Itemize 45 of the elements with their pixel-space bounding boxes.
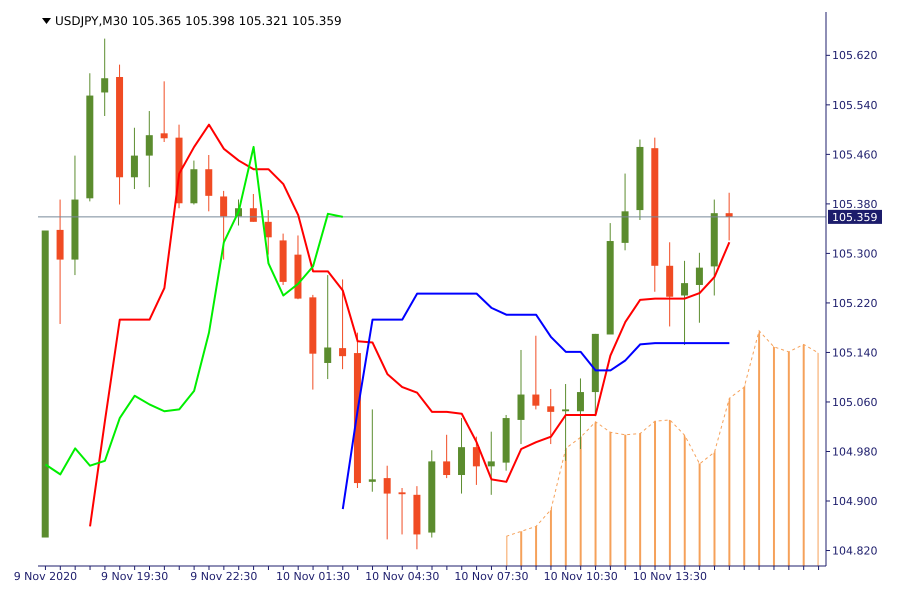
candlestick <box>368 408 376 492</box>
y-tick-label: 105.540 <box>832 98 878 112</box>
candlestick <box>547 388 554 445</box>
candlestick <box>264 210 272 256</box>
candlestick <box>220 190 228 260</box>
candlestick <box>160 80 168 142</box>
candlestick <box>443 434 450 479</box>
candlestick <box>726 192 733 241</box>
x-tick-label: 9 Nov 22:30 <box>190 570 258 583</box>
x-tick-label: 10 Nov 01:30 <box>276 570 350 583</box>
candlestick <box>488 431 495 496</box>
candlestick <box>146 110 153 188</box>
y-tick-label: 104.900 <box>832 494 878 508</box>
y-tick-label: 105.300 <box>832 247 878 260</box>
x-tick-label: 9 Nov 2020 <box>14 570 78 583</box>
x-tick-label: 10 Nov 13:30 <box>632 570 707 583</box>
candlestick <box>562 384 570 462</box>
y-tick-label: 105.460 <box>832 148 878 162</box>
candlestick <box>532 335 540 410</box>
line-series <box>89 124 730 528</box>
candlestick <box>472 436 480 486</box>
y-tick-label: 105.220 <box>832 296 878 310</box>
line-series <box>44 146 344 476</box>
candlestick <box>101 38 108 116</box>
line-series <box>342 292 730 510</box>
y-tick-label: 104.980 <box>832 445 878 458</box>
x-tick-label: 10 Nov 10:30 <box>544 570 618 583</box>
y-tick-label: 105.060 <box>832 396 878 409</box>
y-tick-label: 104.820 <box>832 544 878 558</box>
candlestick <box>339 278 346 370</box>
candlestick <box>250 193 257 222</box>
x-tick-label: 10 Nov 07:30 <box>454 570 529 583</box>
y-tick-label: 105.140 <box>832 346 878 360</box>
y-tick-label: 105.380 <box>832 198 878 211</box>
candlestick <box>696 252 703 324</box>
candlestick <box>130 127 138 190</box>
candlestick <box>681 260 688 346</box>
ref-line-label: 105.359 <box>832 210 878 224</box>
chart-title: USDJPY,M30 105.365 105.398 105.321 105.359 <box>55 14 342 28</box>
candlestick <box>324 274 332 380</box>
candlestick <box>576 378 584 450</box>
candlestick <box>384 465 391 540</box>
x-tick-label: 10 Nov 04:30 <box>365 570 440 583</box>
x-tick-label: 9 Nov 19:30 <box>101 570 168 583</box>
y-tick-label: 105.620 <box>832 49 878 62</box>
